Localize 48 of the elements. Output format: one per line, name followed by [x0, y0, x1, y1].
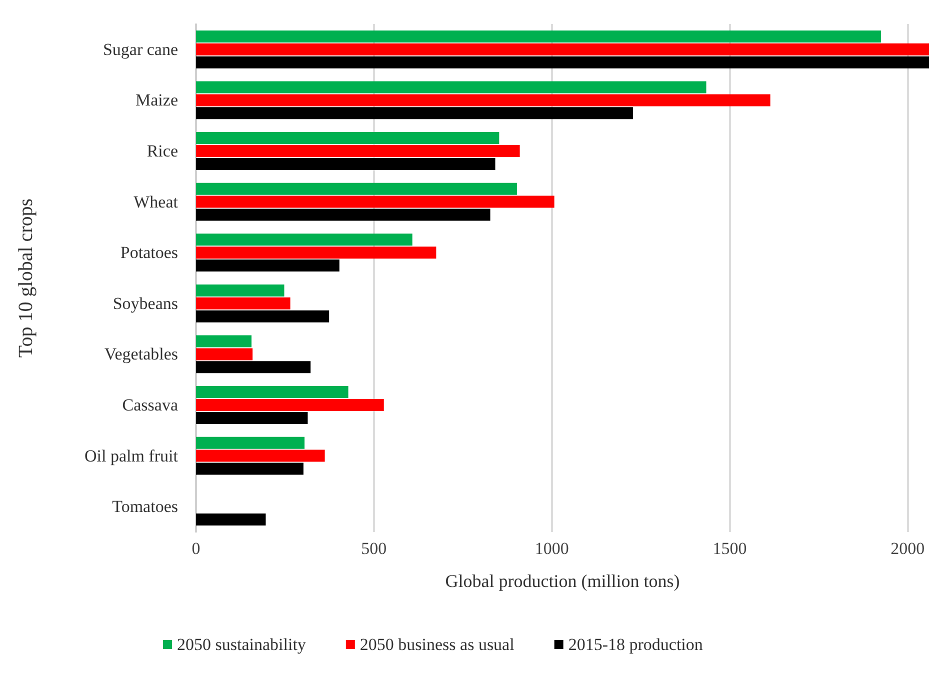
bar — [196, 56, 929, 68]
bar — [196, 132, 500, 144]
legend-label: 2050 sustainability — [177, 635, 306, 654]
bar — [196, 361, 311, 374]
bar — [196, 145, 520, 157]
bar — [196, 514, 266, 526]
y-tick-label: Rice — [146, 142, 178, 160]
x-tick-label: 1000 — [534, 539, 569, 558]
y-tick-label: Vegetables — [104, 344, 178, 364]
y-tick-label: Tomatoes — [112, 497, 178, 516]
x-axis-title: Global production (million tons) — [445, 571, 680, 591]
bar — [196, 234, 412, 246]
bar — [196, 335, 252, 348]
bar — [196, 412, 308, 424]
x-tick-label: 1500 — [712, 539, 747, 558]
bar — [196, 348, 253, 360]
y-tick-label: Oil palm fruit — [84, 446, 178, 466]
bar — [196, 246, 436, 259]
bar — [196, 182, 517, 195]
bar — [196, 462, 304, 475]
legend-label: 2050 business as usual — [360, 635, 515, 654]
y-axis-title: Top 10 global crops — [15, 198, 37, 358]
y-tick-label: Wheat — [134, 192, 178, 212]
bar — [196, 208, 490, 221]
bar — [196, 94, 770, 106]
x-tick-label: 2000 — [890, 539, 925, 558]
x-tick-label: 500 — [361, 539, 387, 558]
y-tick-label: Cassava — [122, 396, 178, 414]
bar — [196, 310, 330, 322]
bar — [196, 399, 384, 411]
bar — [196, 386, 348, 398]
legend-label: 2015-18 production — [568, 635, 704, 654]
bar — [196, 284, 284, 296]
bar — [196, 450, 325, 462]
bar — [196, 43, 929, 56]
bar — [196, 81, 706, 94]
bar — [196, 260, 340, 272]
y-tick-label: Sugar cane — [102, 40, 178, 59]
bar — [196, 297, 290, 310]
y-tick-label: Potatoes — [120, 243, 178, 262]
y-tick-label: Maize — [136, 90, 178, 110]
x-tick-label: 0 — [192, 539, 200, 558]
bar — [196, 30, 881, 42]
bar — [196, 196, 554, 208]
bar — [196, 436, 305, 449]
y-tick-label: Soybeans — [112, 294, 178, 313]
bar — [196, 107, 633, 120]
bar — [196, 158, 496, 170]
